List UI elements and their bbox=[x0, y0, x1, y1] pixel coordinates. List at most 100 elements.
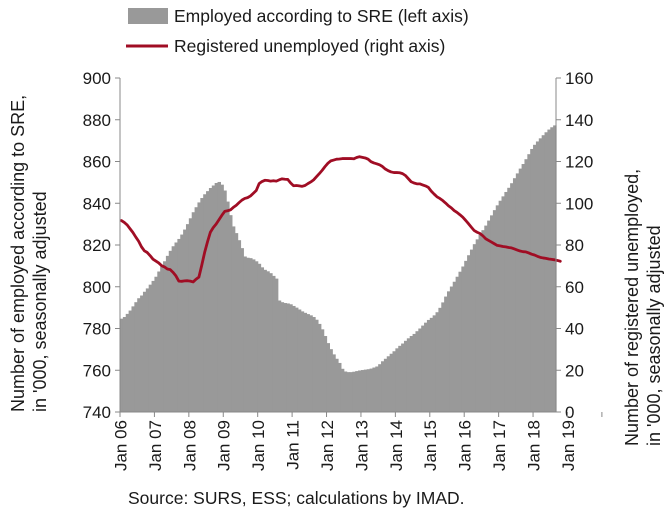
employed-bar bbox=[269, 273, 273, 412]
employed-bar bbox=[481, 230, 485, 412]
employed-bar bbox=[375, 366, 379, 412]
employed-bar bbox=[297, 309, 302, 412]
employed-bar bbox=[171, 246, 176, 412]
left-axis-tick-label: 900 bbox=[83, 69, 111, 88]
employed-bar bbox=[246, 257, 250, 412]
employed-bar bbox=[515, 173, 520, 412]
left-axis-tick-label: 860 bbox=[83, 153, 111, 172]
employed-bar bbox=[157, 271, 161, 412]
employed-bar bbox=[234, 233, 239, 412]
legend-label-employed: Employed according to SRE (left axis) bbox=[174, 6, 469, 26]
employed-bar bbox=[527, 154, 531, 412]
source-note: Source: SURS, ESS; calculations by IMAD. bbox=[128, 488, 465, 508]
right-axis-tick-label: 0 bbox=[565, 403, 574, 422]
employed-bar bbox=[533, 144, 537, 413]
employed-bar bbox=[401, 343, 405, 412]
employed-bar bbox=[128, 310, 133, 412]
employed-bar bbox=[478, 234, 483, 412]
employed-bar bbox=[131, 306, 135, 412]
employed-bar bbox=[550, 127, 554, 413]
right-axis-tick-label: 20 bbox=[565, 361, 584, 380]
employed-bar bbox=[309, 315, 313, 412]
employed-bar bbox=[455, 276, 460, 412]
employed-bar bbox=[363, 369, 368, 412]
left-axis-title-line-2: in '000, seasonally adjusted bbox=[30, 191, 50, 412]
employed-bar bbox=[360, 370, 365, 412]
employed-bar bbox=[145, 288, 150, 412]
employed-bar bbox=[349, 372, 353, 412]
employed-bar bbox=[266, 271, 270, 412]
employed-bar bbox=[315, 319, 319, 412]
employed-bar bbox=[306, 314, 310, 412]
employed-bar bbox=[444, 296, 448, 412]
employed-bar bbox=[280, 302, 285, 412]
employed-bar bbox=[510, 183, 514, 412]
employed-bar bbox=[435, 312, 439, 412]
employed-bar bbox=[372, 367, 376, 412]
employed-bar bbox=[160, 266, 164, 412]
employed-bar bbox=[535, 141, 540, 412]
employed-bar bbox=[122, 317, 127, 412]
employed-bar bbox=[366, 369, 371, 412]
employed-bar bbox=[498, 200, 503, 412]
right-axis-tick-label: 40 bbox=[565, 320, 584, 339]
unemployed-line bbox=[120, 155, 562, 284]
right-axis-title-line-1: Number of registered unemployed, bbox=[622, 169, 642, 446]
employed-bar bbox=[274, 278, 279, 412]
employed-bar bbox=[553, 125, 557, 412]
employed-bar bbox=[177, 238, 181, 412]
employed-bar bbox=[447, 291, 451, 412]
employed-bar bbox=[203, 194, 207, 412]
employed-bar bbox=[492, 210, 497, 412]
right-axis-tick-label: 100 bbox=[565, 194, 593, 213]
employed-bar bbox=[329, 349, 333, 412]
employed-bar bbox=[346, 372, 351, 412]
employed-bar bbox=[217, 181, 221, 412]
employed-bar bbox=[432, 315, 437, 412]
legend: Employed according to SRE (left axis) Re… bbox=[126, 6, 469, 56]
employed-bar bbox=[518, 168, 523, 412]
employed-bar bbox=[148, 284, 153, 412]
employed-bar bbox=[424, 322, 428, 412]
x-axis-tick-label: Jan 14 bbox=[387, 420, 406, 471]
employed-bar bbox=[452, 281, 457, 412]
left-axis-tick-label: 840 bbox=[83, 194, 111, 213]
x-axis-tick-label: Jan 19 bbox=[559, 420, 578, 471]
employed-bar bbox=[165, 255, 170, 412]
employed-bar bbox=[524, 159, 528, 412]
x-axis-tick-label: Jan 07 bbox=[146, 420, 165, 471]
x-axis-tick-label: Jan 18 bbox=[525, 420, 544, 471]
employed-bar bbox=[220, 184, 224, 412]
x-axis-tick-label: Jan 13 bbox=[352, 420, 371, 471]
employed-bar bbox=[383, 358, 388, 412]
employed-bar bbox=[458, 271, 462, 412]
employed-bar bbox=[125, 313, 130, 412]
employed-bar bbox=[326, 343, 330, 412]
axes: 9008808608408208007807607401601401201008… bbox=[83, 69, 603, 471]
employed-bar bbox=[323, 336, 328, 412]
employed-bar bbox=[140, 295, 144, 412]
employed-bar bbox=[263, 269, 267, 412]
employed-bar bbox=[277, 300, 282, 412]
employed-bar bbox=[226, 201, 230, 412]
employed-bar bbox=[378, 364, 382, 412]
employed-bar bbox=[495, 205, 500, 412]
employed-bar bbox=[289, 304, 293, 412]
employed-bar bbox=[120, 318, 124, 412]
right-axis-title: Number of registered unemployed, in '000… bbox=[622, 164, 664, 446]
employed-bar bbox=[484, 225, 488, 412]
right-axis-tick-label: 60 bbox=[565, 278, 584, 297]
employed-bar bbox=[490, 215, 494, 412]
employed-bar bbox=[501, 196, 505, 412]
employed-bar bbox=[197, 202, 201, 412]
employed-bar bbox=[512, 178, 517, 412]
left-axis-title: Number of employed according to SRE, in … bbox=[8, 90, 50, 412]
employed-bar bbox=[343, 371, 348, 412]
employed-bar bbox=[412, 333, 417, 412]
x-axis-tick-label: Jan 06 bbox=[111, 420, 130, 471]
right-axis-tick-label: 140 bbox=[565, 111, 593, 130]
employed-bar bbox=[134, 302, 138, 412]
employed-bar bbox=[294, 307, 299, 413]
